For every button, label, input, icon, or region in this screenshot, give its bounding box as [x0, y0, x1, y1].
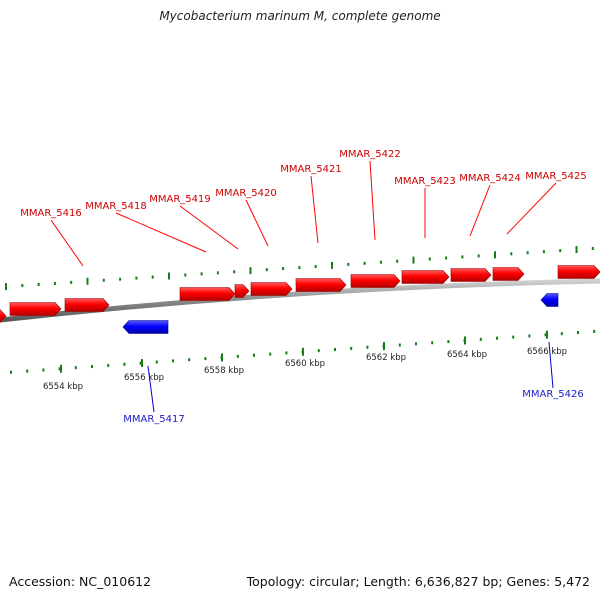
- gene-leader-line: [179, 205, 239, 250]
- scale-label: 6562 kbp: [366, 353, 406, 363]
- forward-gene-arrow: [0, 309, 7, 323]
- gene-label[interactable]: MMAR_5419: [149, 194, 211, 205]
- gene-label[interactable]: MMAR_5425: [525, 171, 587, 182]
- gene-label[interactable]: MMAR_5423: [394, 176, 456, 187]
- reverse-gene-arrow: [540, 293, 559, 307]
- gene-leader-line: [50, 219, 84, 267]
- forward-gene-arrow: [350, 274, 401, 288]
- reverse-gene-arrow: [122, 320, 169, 334]
- forward-gene-arrow: [450, 268, 492, 282]
- forward-gene-arrow: [9, 302, 62, 316]
- gene-arrows: [0, 265, 600, 334]
- forward-gene-arrow: [557, 265, 600, 279]
- scale-label: 6560 kbp: [285, 359, 325, 369]
- scale-label: 6564 kbp: [447, 350, 487, 360]
- gene-label[interactable]: MMAR_5424: [459, 173, 521, 184]
- gene-leader-line: [147, 365, 155, 413]
- scale-label: 6566 kbp: [527, 347, 567, 357]
- scale-label: 6556 kbp: [124, 373, 164, 383]
- gene-leader-line: [506, 182, 557, 235]
- gene-leader-line: [245, 199, 269, 247]
- gene-leader-line: [469, 184, 491, 237]
- gene-label[interactable]: MMAR_5422: [339, 149, 401, 160]
- forward-tick-track: [5, 246, 594, 291]
- forward-gene-arrow: [401, 270, 450, 284]
- gene-label[interactable]: MMAR_5416: [20, 208, 82, 219]
- gene-leader-line: [310, 175, 319, 244]
- forward-gene-arrow: [179, 287, 236, 301]
- scale-label: 6558 kbp: [204, 366, 244, 376]
- genome-title: Mycobacterium marinum M, complete genome: [159, 9, 441, 23]
- gene-label[interactable]: MMAR_5417: [123, 414, 185, 425]
- accession-text: Accession: NC_010612: [9, 574, 152, 589]
- gene-leader-line: [115, 212, 207, 253]
- forward-gene-arrow: [295, 278, 347, 292]
- gene-label[interactable]: MMAR_5420: [215, 188, 277, 199]
- forward-gene-arrow: [492, 267, 525, 281]
- gene-leader-line: [369, 160, 376, 241]
- reverse-tick-track: [10, 329, 596, 374]
- forward-gene-arrow: [250, 282, 293, 296]
- scale-label: 6554 kbp: [43, 382, 83, 392]
- gene-label[interactable]: MMAR_5418: [85, 201, 147, 212]
- gene-label[interactable]: MMAR_5421: [280, 164, 342, 175]
- gene-label[interactable]: MMAR_5426: [522, 389, 584, 400]
- forward-gene-arrow: [64, 298, 110, 312]
- gene-leader-line: [548, 341, 554, 389]
- scale-labels: 6554 kbp 6556 kbp 6558 kbp 6560 kbp 6562 kbp…: [43, 347, 567, 392]
- genome-summary-text: Topology: circular; Length: 6,636,827 bp…: [246, 574, 590, 589]
- forward-gene-arrow: [234, 284, 250, 298]
